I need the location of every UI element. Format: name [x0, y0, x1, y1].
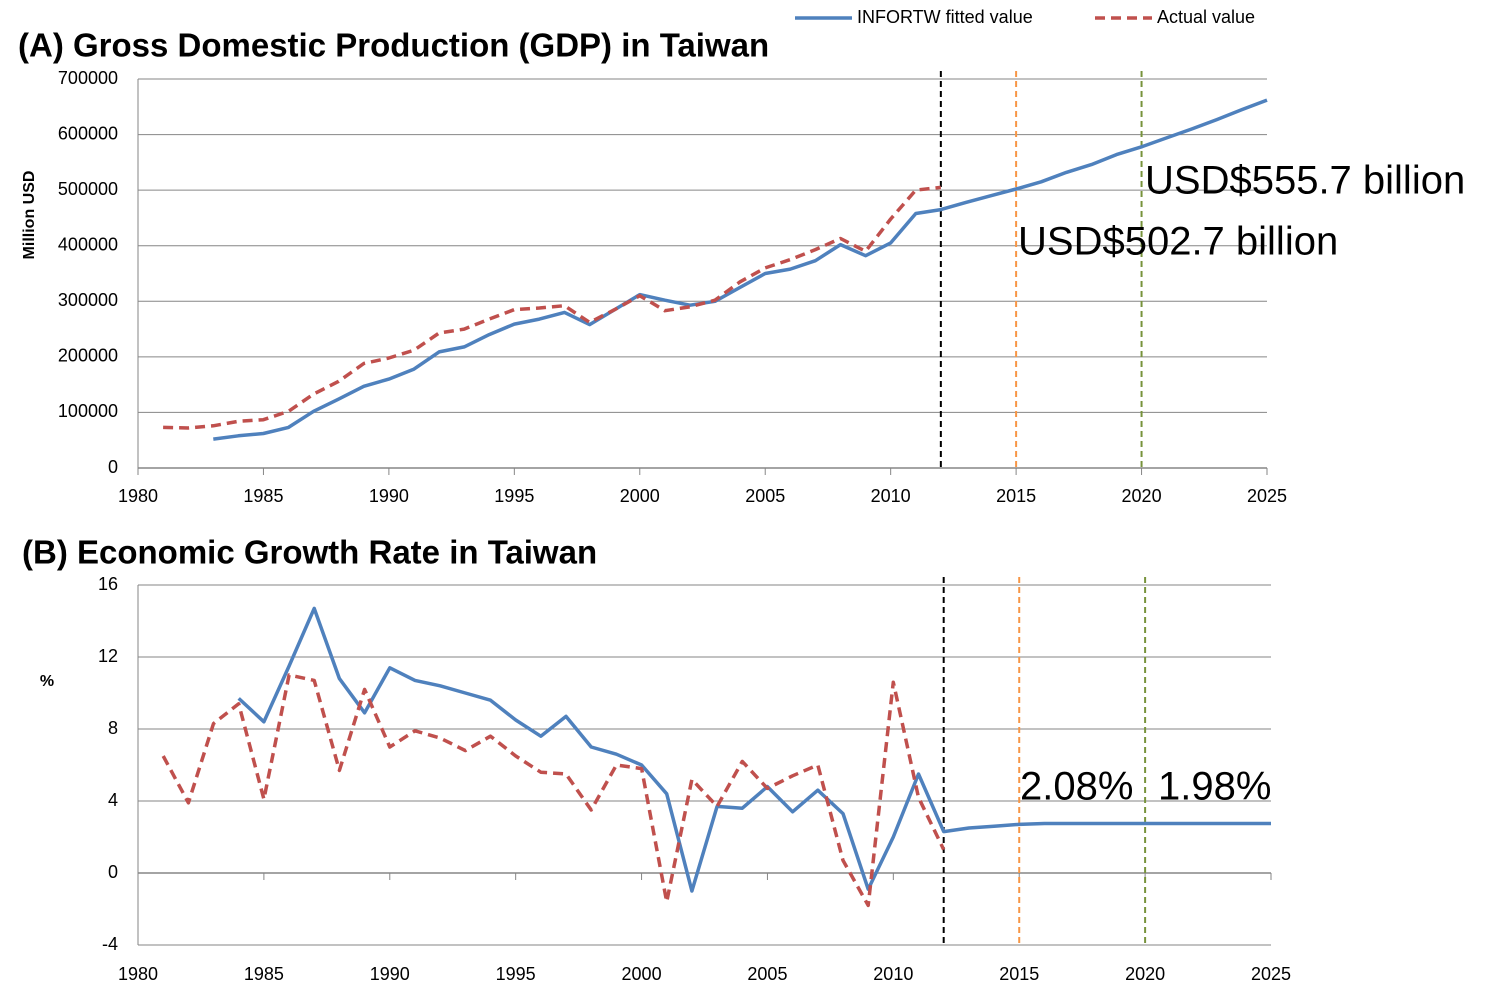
x-tick-label: 2020 [1125, 964, 1165, 984]
x-tick-label: 2025 [1247, 486, 1287, 506]
y-tick-label: 400000 [58, 234, 118, 254]
x-tick-label: 2000 [622, 964, 662, 984]
annotation: 1.98% [1158, 765, 1271, 809]
y-tick-label: 8 [108, 718, 118, 738]
y-tick-label: 300000 [58, 290, 118, 310]
data-line [161, 673, 946, 908]
x-tick-label: 1980 [118, 486, 158, 506]
y-tick-label: 0 [108, 457, 118, 477]
y-axis-label: Million USD [21, 171, 38, 260]
annotation: USD$555.7 billion [1145, 159, 1465, 203]
y-tick-label: 12 [98, 646, 118, 666]
chart-title: (A) Gross Domestic Production (GDP) in T… [18, 27, 769, 64]
y-tick-label: -4 [102, 934, 118, 954]
y-tick-label: 500000 [58, 179, 118, 199]
x-tick-label: 2000 [620, 486, 660, 506]
x-tick-label: 2020 [1122, 486, 1162, 506]
x-tick-label: 2010 [871, 486, 911, 506]
legend-label: INFORTW fitted value [857, 7, 1033, 27]
annotation: 2.08% [1020, 765, 1133, 809]
y-tick-label: 16 [98, 574, 118, 594]
annotation: USD$502.7 billion [1018, 220, 1338, 264]
x-tick-label: 1995 [496, 964, 536, 984]
x-tick-label: 1985 [243, 486, 283, 506]
y-tick-label: 200000 [58, 346, 118, 366]
y-axis-label: % [40, 673, 54, 690]
x-tick-label: 1990 [369, 486, 409, 506]
x-tick-label: 2005 [745, 486, 785, 506]
data-line [237, 606, 1271, 893]
x-tick-label: 2015 [996, 486, 1036, 506]
legend-label: Actual value [1157, 7, 1255, 27]
chart-title: (B) Economic Growth Rate in Taiwan [22, 534, 597, 571]
y-tick-label: 600000 [58, 123, 118, 143]
data-line [213, 98, 1268, 441]
x-tick-label: 2010 [873, 964, 913, 984]
y-tick-label: 4 [108, 790, 118, 810]
y-tick-label: 700000 [58, 68, 118, 88]
y-tick-label: 100000 [58, 401, 118, 421]
y-tick-label: 0 [108, 862, 118, 882]
x-tick-label: 1995 [494, 486, 534, 506]
x-tick-label: 1980 [118, 964, 158, 984]
x-tick-label: 2025 [1251, 964, 1291, 984]
x-tick-label: 1985 [244, 964, 284, 984]
x-tick-label: 1990 [370, 964, 410, 984]
data-line [163, 185, 941, 430]
x-tick-label: 2015 [999, 964, 1039, 984]
x-tick-label: 2005 [747, 964, 787, 984]
